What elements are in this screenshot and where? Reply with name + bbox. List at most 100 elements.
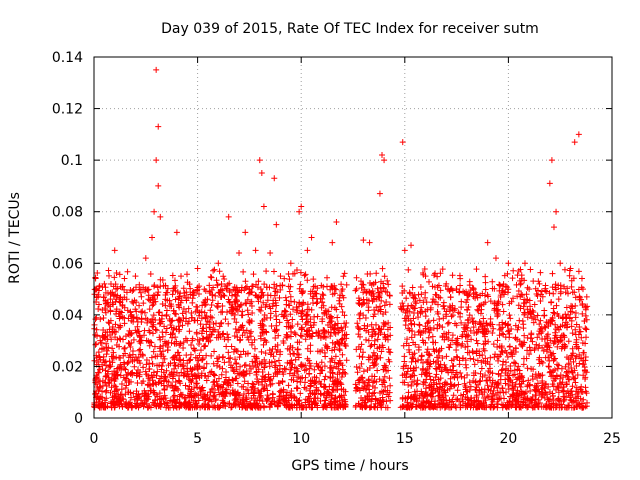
roti-point-bg bbox=[556, 404, 563, 411]
roti-point-bg bbox=[479, 391, 486, 398]
roti-point-bg bbox=[371, 311, 378, 318]
roti-point-bg bbox=[524, 365, 531, 372]
roti-point-bg bbox=[374, 367, 381, 374]
roti-point-bg bbox=[432, 339, 439, 346]
roti-point-bg bbox=[495, 396, 502, 403]
roti-point bbox=[200, 298, 207, 305]
roti-point-bg bbox=[431, 403, 438, 410]
roti-point-bg bbox=[356, 365, 363, 372]
roti-point-bg bbox=[437, 294, 444, 301]
roti-point bbox=[138, 337, 145, 344]
roti-point-bg bbox=[99, 361, 106, 368]
roti-point bbox=[360, 237, 367, 244]
roti-point-bg bbox=[149, 302, 156, 309]
roti-point-bg bbox=[520, 394, 527, 401]
roti-point-bg bbox=[365, 356, 372, 363]
roti-point-bg bbox=[307, 378, 314, 385]
roti-point-bg bbox=[442, 402, 449, 409]
roti-point-bg bbox=[476, 318, 483, 325]
roti-point-bg bbox=[519, 292, 526, 299]
roti-point-bg bbox=[580, 361, 587, 368]
roti-point-bg bbox=[253, 355, 260, 362]
roti-point-bg bbox=[233, 359, 240, 366]
roti-point-bg bbox=[235, 289, 242, 296]
roti-point-bg bbox=[526, 297, 533, 304]
roti-point-bg bbox=[139, 308, 146, 315]
roti-point-bg bbox=[298, 310, 305, 317]
roti-point-bg bbox=[176, 352, 183, 359]
roti-point-bg bbox=[196, 312, 203, 319]
roti-point-bg bbox=[142, 368, 149, 375]
roti-point-bg bbox=[226, 400, 233, 407]
roti-point-bg bbox=[374, 336, 381, 343]
roti-point-bg bbox=[196, 337, 203, 344]
roti-point-bg bbox=[259, 329, 266, 336]
roti-point-bg bbox=[447, 381, 454, 388]
roti-point-bg bbox=[95, 399, 102, 406]
roti-point-bg bbox=[302, 271, 309, 278]
roti-point-bg bbox=[119, 395, 126, 402]
roti-point-bg bbox=[353, 346, 360, 353]
roti-point-bg bbox=[490, 341, 497, 348]
roti-point-bg bbox=[532, 371, 539, 378]
roti-point-bg bbox=[354, 323, 361, 330]
roti-point-bg bbox=[257, 332, 264, 339]
roti-point-bg bbox=[550, 368, 557, 375]
roti-point-bg bbox=[240, 383, 247, 390]
roti-point-bg bbox=[338, 336, 345, 343]
roti-point-bg bbox=[119, 403, 126, 410]
roti-point-bg bbox=[520, 321, 527, 328]
roti-point bbox=[149, 234, 156, 241]
roti-point-bg bbox=[282, 366, 289, 373]
roti-point-bg bbox=[317, 398, 324, 405]
roti-point-bg bbox=[328, 396, 335, 403]
roti-point-bg bbox=[219, 365, 226, 372]
roti-point-bg bbox=[113, 269, 120, 276]
roti-point-bg bbox=[457, 392, 464, 399]
roti-point-bg bbox=[224, 379, 231, 386]
roti-point-bg bbox=[149, 323, 156, 330]
roti-point-bg bbox=[582, 325, 589, 332]
roti-point-bg bbox=[525, 377, 532, 384]
roti-point-bg bbox=[369, 390, 376, 397]
roti-point-bg bbox=[133, 315, 140, 322]
roti-point-bg bbox=[515, 288, 522, 295]
roti-point-bg bbox=[130, 300, 137, 307]
roti-point-bg bbox=[177, 299, 184, 306]
roti-point-bg bbox=[499, 301, 506, 308]
roti-point-bg bbox=[439, 391, 446, 398]
roti-point-bg bbox=[184, 365, 191, 372]
roti-point-bg bbox=[197, 321, 204, 328]
roti-point-bg bbox=[294, 346, 301, 353]
roti-point-bg bbox=[550, 290, 557, 297]
roti-point-bg bbox=[358, 278, 365, 285]
roti-point-bg bbox=[566, 402, 573, 409]
roti-point-bg bbox=[533, 290, 540, 297]
roti-point-bg bbox=[226, 280, 233, 287]
roti-point-bg bbox=[463, 299, 470, 306]
roti-point-bg bbox=[259, 381, 266, 388]
roti-point bbox=[298, 203, 305, 210]
roti-point-bg bbox=[370, 349, 377, 356]
roti-point-bg bbox=[491, 354, 498, 361]
roti-point-bg bbox=[231, 315, 238, 322]
roti-point-bg bbox=[387, 397, 394, 404]
roti-point-bg bbox=[221, 292, 228, 299]
roti-point-bg bbox=[460, 324, 467, 331]
roti-point-bg bbox=[164, 285, 171, 292]
roti-point-bg bbox=[123, 382, 130, 389]
roti-point-bg bbox=[228, 404, 235, 411]
roti-point-bg bbox=[151, 343, 158, 350]
roti-point-bg bbox=[400, 365, 407, 372]
roti-point-bg bbox=[535, 278, 542, 285]
roti-point-bg bbox=[138, 318, 145, 325]
roti-point-bg bbox=[222, 283, 229, 290]
roti-point-bg bbox=[111, 388, 118, 395]
roti-point-bg bbox=[234, 380, 241, 387]
roti-point-bg bbox=[220, 400, 227, 407]
roti-point-bg bbox=[157, 276, 164, 283]
roti-point-bg bbox=[179, 322, 186, 329]
roti-point-bg bbox=[363, 336, 370, 343]
roti-point-bg bbox=[569, 303, 576, 310]
roti-point-bg bbox=[112, 321, 119, 328]
